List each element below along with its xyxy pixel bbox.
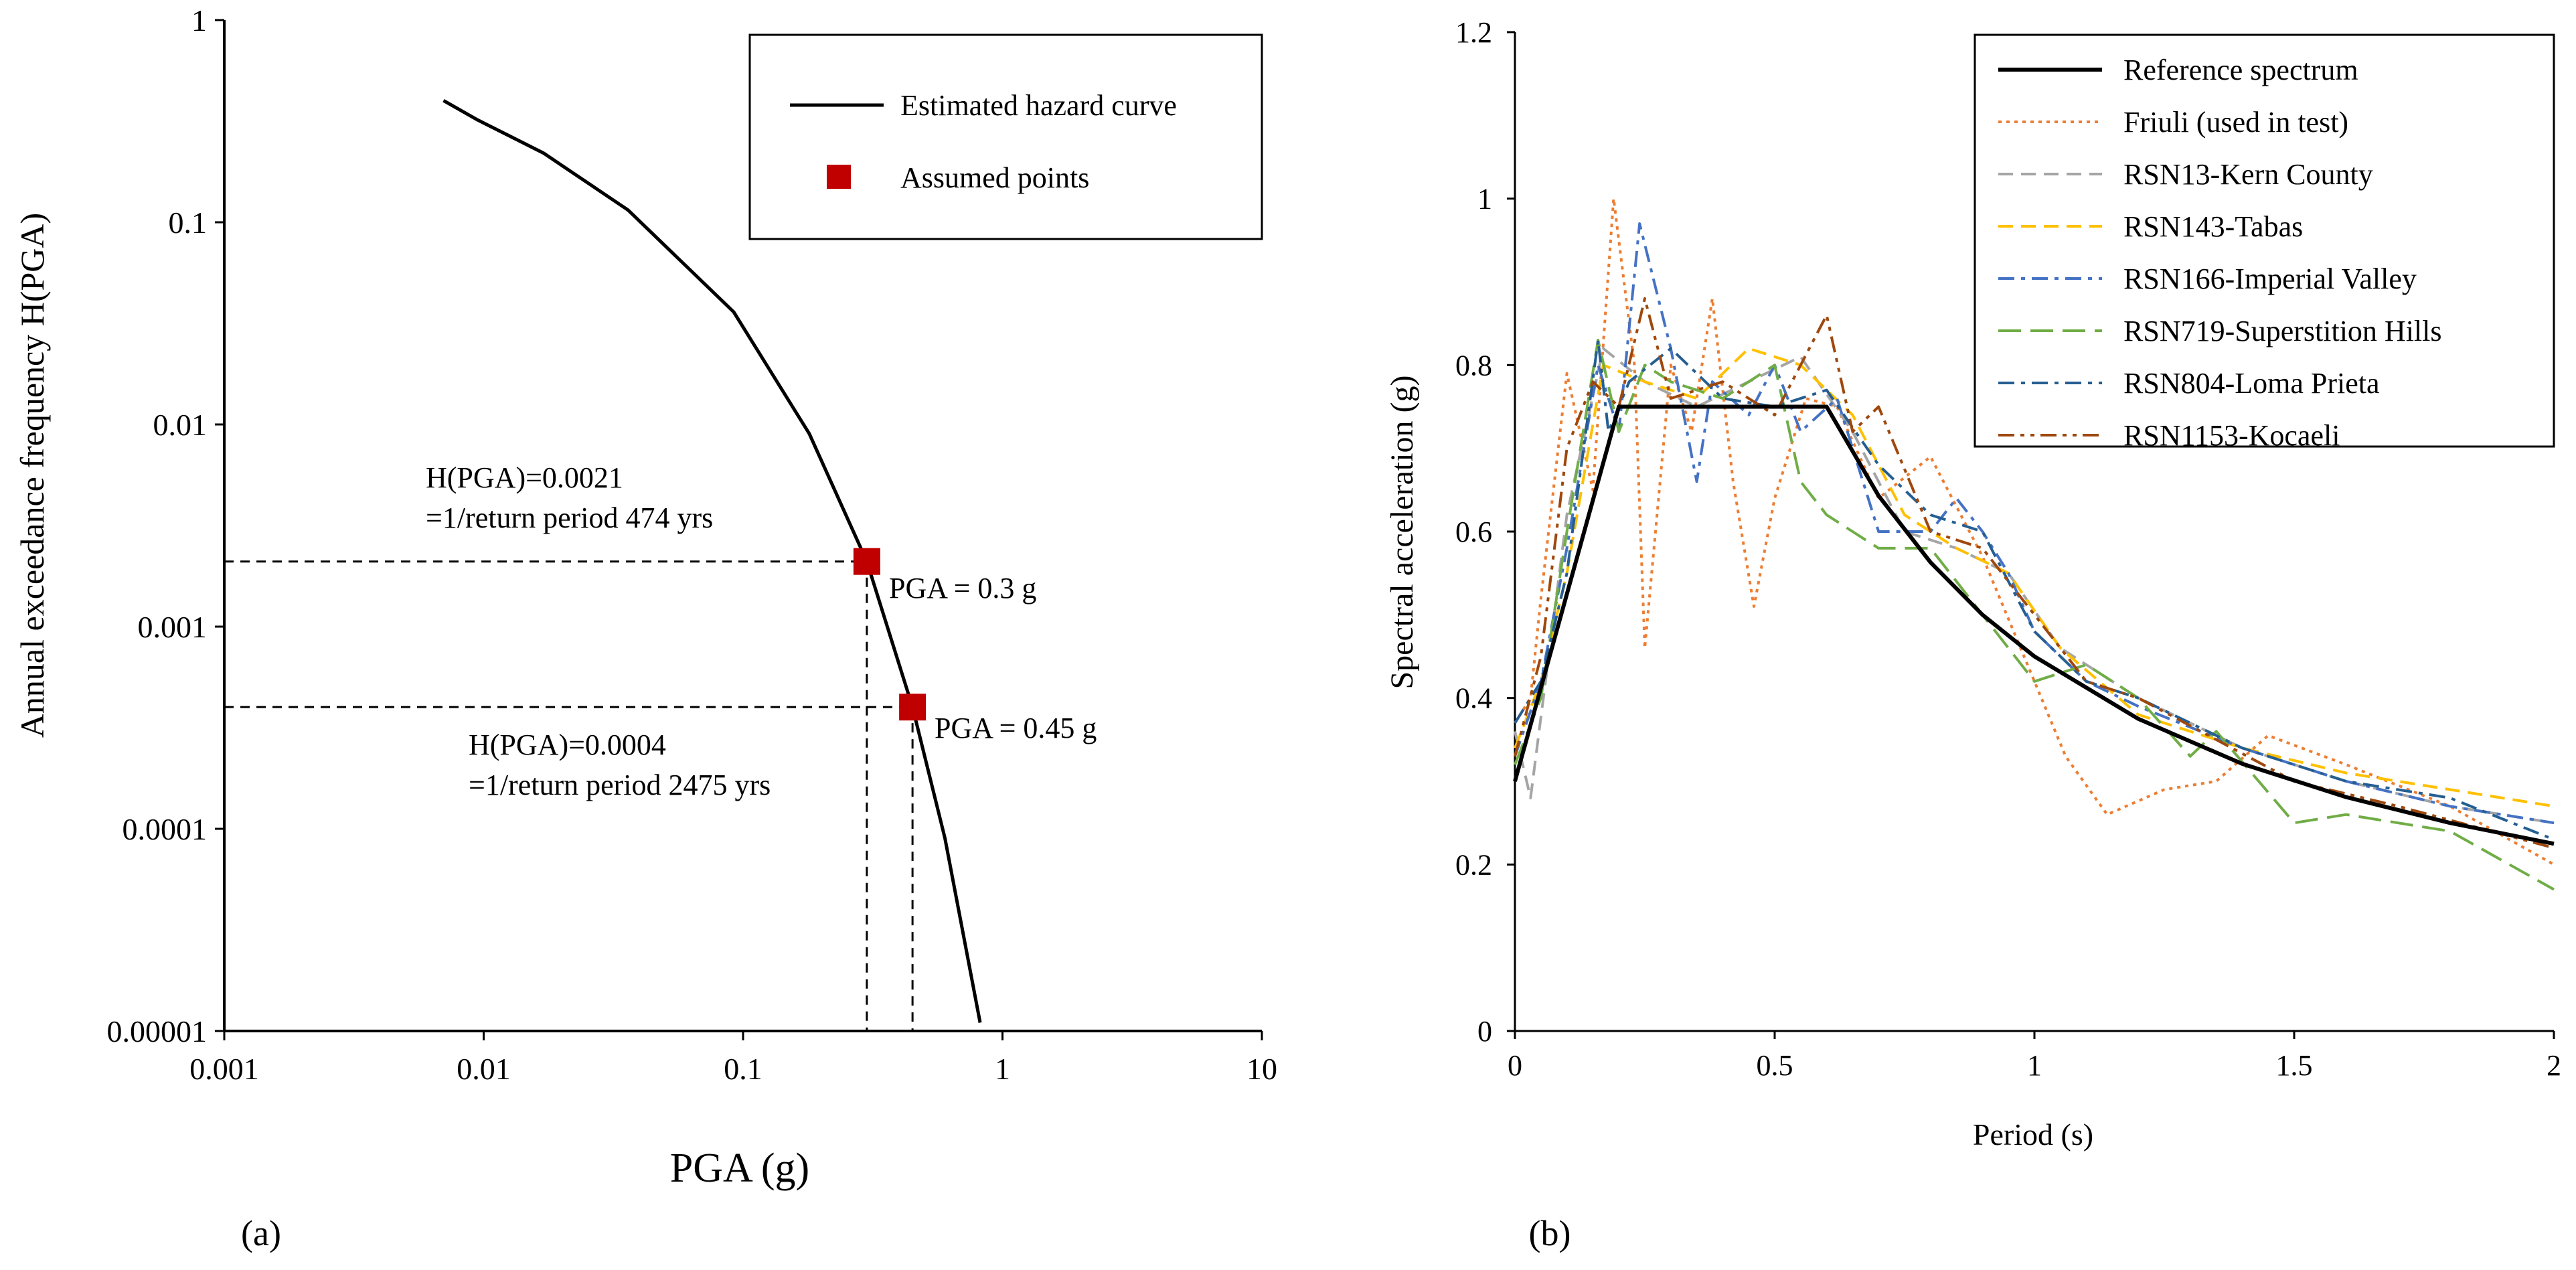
spectrum-line-5: [1514, 339, 2555, 891]
annotation-h-0021-line2: =1/return period 474 yrs: [426, 501, 713, 534]
y-tick-label: 0.01: [153, 408, 208, 442]
y-tick-label: 0.1: [169, 206, 208, 240]
y-tick-label: 1: [1477, 183, 1492, 216]
spectrum-line-2: [1514, 347, 2555, 825]
y-tick-label: 1.2: [1455, 16, 1492, 49]
x-tick-label: 10: [1246, 1052, 1277, 1086]
hazard-curve-chart: 0.001 0.01 0.1 1 10 1 0.1 0.01 0.001 0.0001 0.000…: [13, 3, 1277, 1253]
legend-label: RSN719-Superstition Hills: [2123, 315, 2442, 347]
annotation-h-0004-line1: H(PGA)=0.0004: [469, 728, 666, 761]
x-tick-label: 1: [2027, 1049, 2042, 1082]
y-tick-label: 0.2: [1455, 848, 1492, 881]
x-tick-label: 1.5: [2276, 1049, 2313, 1082]
x-axis-title: PGA (g): [670, 1145, 809, 1191]
y-axis-title: Annual exceedance frequency H(PGA): [13, 213, 51, 738]
y-tick-label: 0.8: [1455, 349, 1492, 382]
y-tick-label: 0.0001: [123, 812, 208, 846]
panel-label-b: (b): [1529, 1213, 1571, 1253]
legend-box: [1974, 33, 2555, 448]
legend: Reference spectrum Friuli (used in test) R…: [1974, 33, 2555, 452]
y-tick-label: 0.4: [1455, 682, 1492, 715]
assumed-point-marker: [853, 548, 880, 575]
x-tick-label: 0.001: [189, 1052, 259, 1086]
reference-dashed-lines: [224, 560, 914, 1031]
x-tick-label: 0.5: [1757, 1049, 1793, 1082]
y-axis-title: Spectral acceleration (g): [1384, 375, 1420, 689]
response-spectrum-chart: 0 0.5 1 1.5 2 0 0.2 0.4 0.6 0.8 1 1.2 Reference sp…: [1384, 16, 2561, 1253]
panel-label-a: (a): [241, 1213, 281, 1253]
legend-label: RSN804-Loma Prieta: [2123, 367, 2380, 400]
y-tick-label: 0.00001: [107, 1014, 208, 1048]
legend-label: Friuli (used in test): [2123, 106, 2348, 139]
x-tick-label: 1: [995, 1052, 1010, 1086]
spectrum-line-0: [1513, 404, 2555, 846]
y-tick-label: 0.6: [1455, 515, 1492, 548]
legend-box: [748, 33, 1263, 240]
y-tick-label: 1: [191, 3, 207, 37]
hazard-curve-line: [442, 99, 982, 1023]
y-tick-label: 0.001: [138, 610, 208, 644]
legend-label: RSN13-Kern County: [2123, 158, 2373, 191]
x-axis-title: Period (s): [1973, 1117, 2093, 1152]
annotation-h-0004-line2: =1/return period 2475 yrs: [469, 769, 771, 801]
legend-label-hazard-curve: Estimated hazard curve: [900, 89, 1177, 122]
x-tick-label: 0.1: [724, 1052, 762, 1086]
legend-label: RSN1153-Kocaeli: [2123, 419, 2340, 452]
x-tick-label: 0: [1508, 1049, 1522, 1082]
legend-label: RSN143-Tabas: [2123, 210, 2303, 243]
annotation-h-0021-line1: H(PGA)=0.0021: [426, 461, 623, 494]
legend: Estimated hazard curve Assumed points: [748, 33, 1263, 240]
y-tick-label: 0: [1477, 1015, 1492, 1048]
legend-marker-swatch: [827, 165, 851, 189]
legend-label-assumed-points: Assumed points: [900, 161, 1089, 194]
spectrum-line-7: [1514, 297, 2555, 850]
assumed-point-marker: [899, 694, 927, 721]
annotation-pga-045: PGA = 0.45 g: [935, 712, 1097, 744]
x-tick-label: 2: [2547, 1049, 2561, 1082]
legend-label: RSN166-Imperial Valley: [2123, 262, 2417, 295]
spectrum-line-6: [1514, 339, 2555, 841]
x-tick-label: 0.01: [457, 1052, 511, 1086]
annotation-pga-03: PGA = 0.3 g: [889, 572, 1036, 605]
spectrum-line-1: [1514, 197, 2555, 866]
legend-label: Reference spectrum: [2123, 54, 2358, 86]
